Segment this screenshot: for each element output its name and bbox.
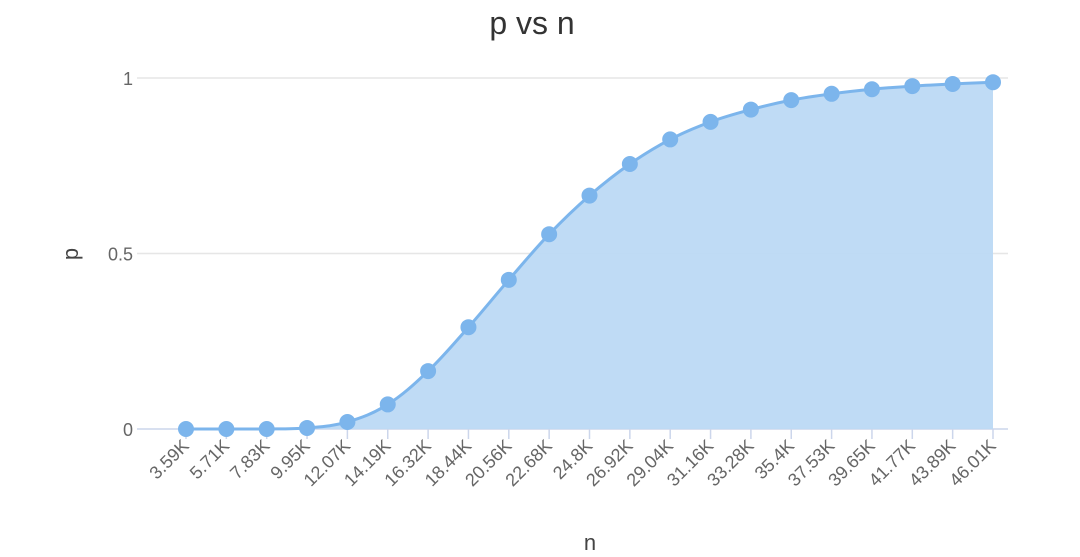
data-point [218,421,235,437]
chart-title: p vs n [489,5,574,41]
x-tick-label: 3.59K [145,436,192,483]
y-tick-label: 0.5 [108,245,133,265]
data-point [742,101,759,118]
data-point [178,421,194,437]
data-point [500,271,517,288]
data-point [783,92,800,109]
data-point [258,421,275,437]
series-area [186,82,993,429]
data-point [460,319,477,336]
data-point [863,81,880,98]
data-point [379,396,396,413]
y-tick-label: 0 [123,420,133,440]
data-point [339,413,356,430]
data-point [702,113,719,130]
x-tick-label: 7.83K [226,436,273,483]
data-point [985,74,1001,91]
x-tick-label: 5.71K [186,436,233,483]
data-point [944,75,961,92]
data-point [621,155,638,172]
data-point [904,78,921,95]
area-layer [186,82,993,429]
data-point [581,187,598,204]
y-axis-label: p [58,248,83,260]
x-tick-labels: 3.59K5.71K7.83K9.95K12.07K14.19K16.32K18… [145,436,999,490]
y-tick-label: 1 [123,69,133,89]
data-point [420,363,437,380]
data-point [299,419,316,436]
y-tick-labels: 00.51 [108,69,133,440]
marker-layer [178,74,1001,437]
data-point [541,226,558,243]
x-axis-label: n [584,530,596,555]
data-point [823,85,840,102]
data-point [662,131,679,148]
